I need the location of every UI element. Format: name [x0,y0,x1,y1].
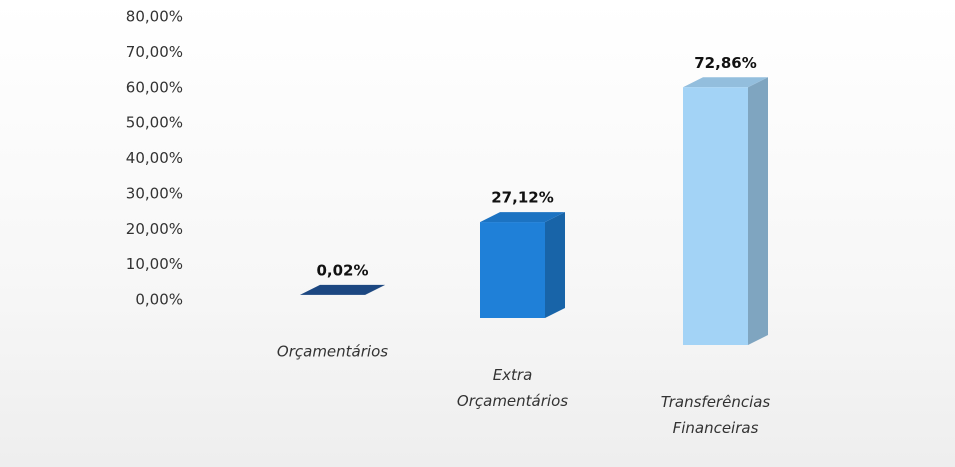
y-tick-label: 80,00% [126,8,183,26]
x-tick-label: Orçamentários [277,343,388,361]
bar [480,222,545,318]
bar-top [300,284,385,295]
bar [683,87,748,345]
bar-side [748,77,768,345]
bar-top [480,212,565,223]
bar-side [365,284,385,295]
y-tick-label: 70,00% [126,43,183,61]
bar-side [545,212,565,318]
y-tick-label: 40,00% [126,149,183,167]
y-tick-label: 20,00% [126,220,183,238]
y-tick-label: 10,00% [126,255,183,273]
bar-top [683,77,768,88]
value-label: 0,02% [316,261,368,279]
value-label: 72,86% [694,54,756,72]
y-tick-label: 50,00% [126,114,183,132]
x-tick-label: Transferências Financeiras [661,393,771,437]
y-tick-label: 30,00% [126,184,183,202]
value-label: 27,12% [491,189,553,207]
y-tick-label: 0,00% [135,291,183,309]
x-tick-label: Extra Orçamentários [457,366,568,410]
y-tick-label: 60,00% [126,78,183,96]
